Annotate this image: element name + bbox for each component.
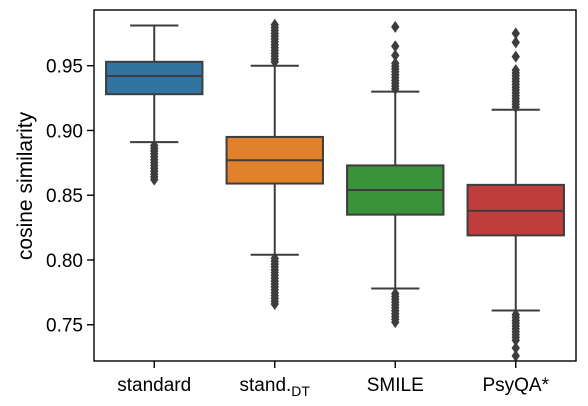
y-tick-label: 0.80 xyxy=(46,251,83,272)
box-group-1 xyxy=(105,24,204,186)
y-tick-label: 0.85 xyxy=(46,186,83,207)
outlier-point xyxy=(391,57,400,70)
outliers xyxy=(511,27,520,362)
x-tick-label: standard xyxy=(117,375,191,396)
x-tick-label: PsyQA* xyxy=(482,375,549,396)
boxes-layer xyxy=(105,18,565,362)
outlier-point xyxy=(391,40,400,53)
outlier-point xyxy=(511,27,520,40)
x-tick-label: SMILE xyxy=(367,375,424,396)
outlier-point xyxy=(511,308,520,321)
y-tick-label: 0.75 xyxy=(46,316,83,337)
outlier-point xyxy=(391,287,400,300)
outlier-point xyxy=(270,18,279,31)
outlier-point xyxy=(511,50,520,63)
box-group-4 xyxy=(466,27,565,362)
outliers xyxy=(270,18,279,311)
outlier-point xyxy=(391,49,400,62)
outlier-point xyxy=(511,342,520,355)
outlier-point xyxy=(270,252,279,265)
y-tick-label: 0.95 xyxy=(46,57,83,78)
x-tick-label: stand.DT xyxy=(240,375,311,399)
outlier-point xyxy=(511,64,520,77)
outlier-point xyxy=(511,36,520,49)
outliers xyxy=(150,139,159,186)
box-group-2 xyxy=(225,18,324,311)
x-axis: standard stand.DT SMILE PsyQA* xyxy=(117,361,550,399)
outlier-point xyxy=(391,20,400,33)
outlier-point xyxy=(150,139,159,152)
y-axis-label: cosine similarity xyxy=(14,111,37,260)
y-axis: 0.75 0.80 0.85 0.90 0.95 xyxy=(46,57,94,337)
box-group-3 xyxy=(346,20,445,329)
iqr-box xyxy=(105,60,204,96)
outliers xyxy=(391,20,400,329)
y-tick-label: 0.90 xyxy=(46,121,83,142)
plot-frame xyxy=(93,9,577,362)
outlier-point xyxy=(511,349,520,362)
